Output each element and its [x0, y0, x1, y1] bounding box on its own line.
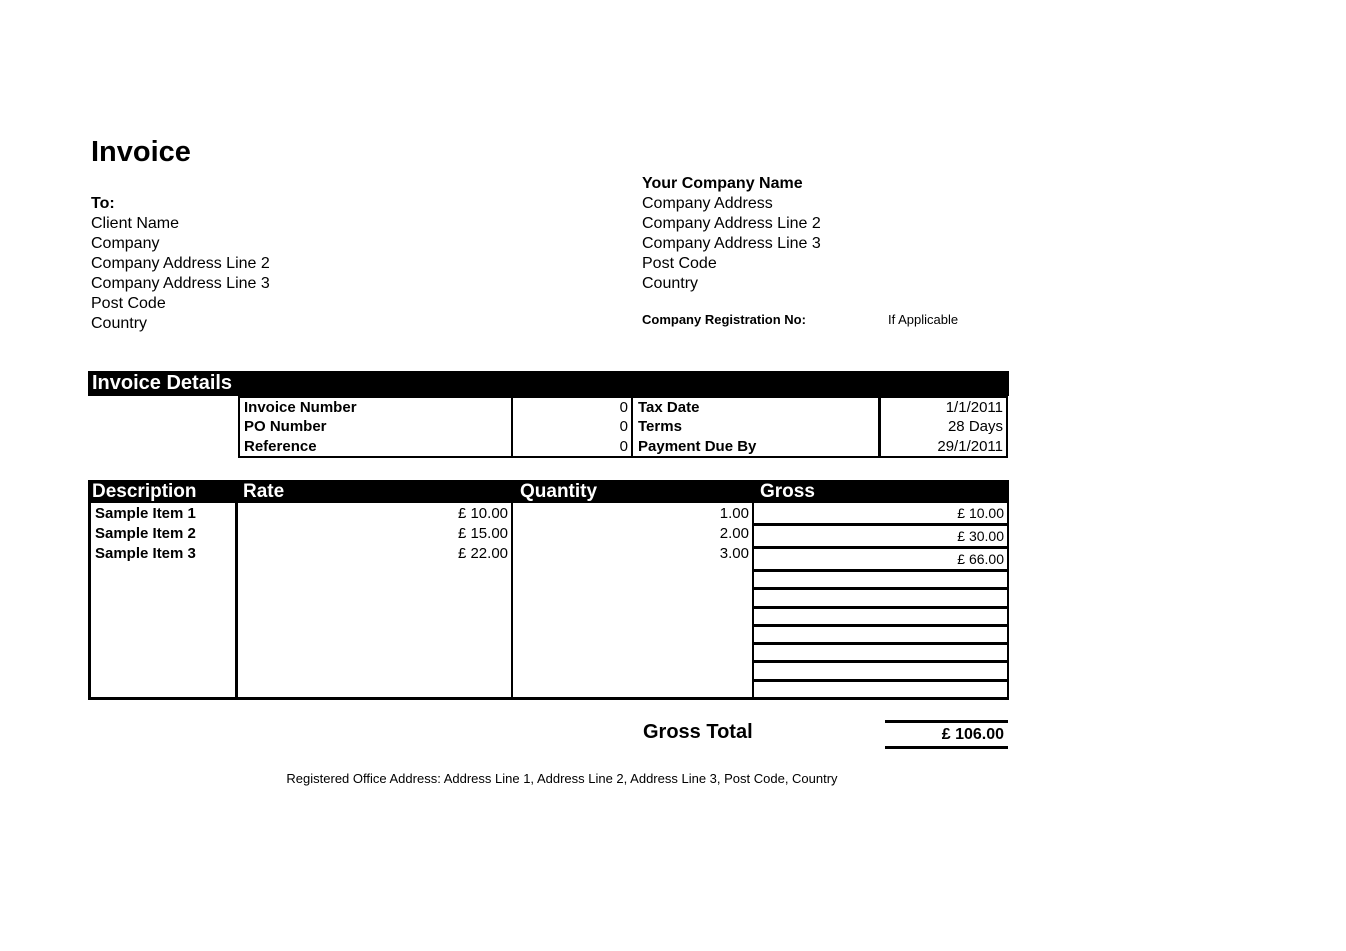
gross-total-label: Gross Total: [643, 721, 753, 743]
company-line: Post Code: [642, 255, 717, 272]
item-gross: £ 10.00: [752, 503, 1009, 526]
item-description: Sample Item 2: [95, 525, 196, 542]
details-value: 0: [513, 417, 633, 437]
bill-to-block: To: Client Name Company Company Address …: [91, 194, 270, 334]
details-row: Reference 0 Payment Due By 29/1/2011: [240, 436, 1006, 456]
details-label: PO Number: [240, 417, 513, 437]
details-value: 0: [513, 398, 633, 418]
items-table-header: Description Rate Quantity Gross: [88, 480, 1009, 503]
details-value: 29/1/2011: [937, 437, 1003, 455]
item-quantity: 3.00: [719, 545, 749, 562]
details-value: 1/1/2011: [945, 399, 1003, 417]
bill-to-line: Company Address Line 3: [91, 275, 270, 292]
gross-cell-empty: [752, 590, 1009, 609]
item-rate: £ 15.00: [457, 525, 508, 542]
details-row: Invoice Number 0 Tax Date 1/1/2011: [240, 398, 1006, 418]
registered-office-footer: Registered Office Address: Address Line …: [286, 771, 838, 786]
item-description: Sample Item 1: [95, 505, 196, 522]
bill-to-line: Post Code: [91, 295, 166, 312]
bill-to-label: To:: [91, 195, 115, 212]
invoice-details-header: Invoice Details: [88, 371, 1009, 396]
rate-column: £ 10.00 £ 15.00 £ 22.00: [238, 503, 513, 697]
company-name: Your Company Name: [642, 175, 803, 192]
details-label: Payment Due By: [633, 436, 881, 456]
item-quantity: 2.00: [719, 525, 749, 542]
company-block: Your Company Name Company Address Compan…: [642, 174, 821, 294]
bill-to-line: Country: [91, 315, 148, 332]
column-header-description: Description: [92, 481, 197, 502]
column-header-rate: Rate: [243, 481, 285, 502]
gross-cell-empty: [752, 572, 1009, 591]
bill-to-line: Client Name: [91, 215, 180, 232]
invoice-details-table: Invoice Number 0 Tax Date 1/1/2011 PO Nu…: [238, 396, 1008, 458]
column-header-quantity: Quantity: [520, 481, 598, 502]
company-line: Company Address: [642, 195, 773, 212]
details-value: 0: [513, 436, 633, 456]
item-description: Sample Item 3: [95, 545, 196, 562]
page-title: Invoice: [91, 136, 191, 168]
item-quantity: 1.00: [719, 505, 749, 522]
details-label: Tax Date: [633, 398, 881, 418]
column-header-gross: Gross: [760, 481, 815, 502]
bill-to-line: Company Address Line 2: [91, 255, 270, 272]
details-label: Invoice Number: [240, 398, 513, 418]
item-gross: £ 66.00: [752, 549, 1009, 572]
description-column: Sample Item 1 Sample Item 2 Sample Item …: [88, 503, 238, 697]
details-label: Terms: [633, 417, 881, 437]
item-gross: £ 30.00: [752, 526, 1009, 549]
bill-to-line: Company: [91, 235, 160, 252]
gross-column: £ 10.00 £ 30.00 £ 66.00: [752, 503, 1009, 697]
registration-note: If Applicable: [888, 312, 959, 327]
company-line: Company Address Line 3: [642, 235, 821, 252]
company-line: Company Address Line 2: [642, 215, 821, 232]
gross-cell-empty: [752, 608, 1009, 627]
company-line: Country: [642, 275, 699, 292]
quantity-column: 1.00 2.00 3.00: [513, 503, 752, 697]
gross-cell-empty: [752, 663, 1009, 682]
details-row: PO Number 0 Terms 28 Days: [240, 417, 1006, 437]
gross-cell-empty: [752, 645, 1009, 664]
details-label: Reference: [240, 436, 513, 456]
gross-total-value: £ 106.00: [885, 720, 1008, 749]
items-table-body: Sample Item 1 Sample Item 2 Sample Item …: [88, 503, 1009, 700]
gross-cell-empty: [752, 681, 1009, 697]
gross-cell-empty: [752, 626, 1009, 646]
registration-label: Company Registration No:: [642, 312, 806, 327]
item-rate: £ 10.00: [457, 505, 508, 522]
item-rate: £ 22.00: [457, 545, 508, 562]
details-value: 28 Days: [947, 418, 1003, 436]
